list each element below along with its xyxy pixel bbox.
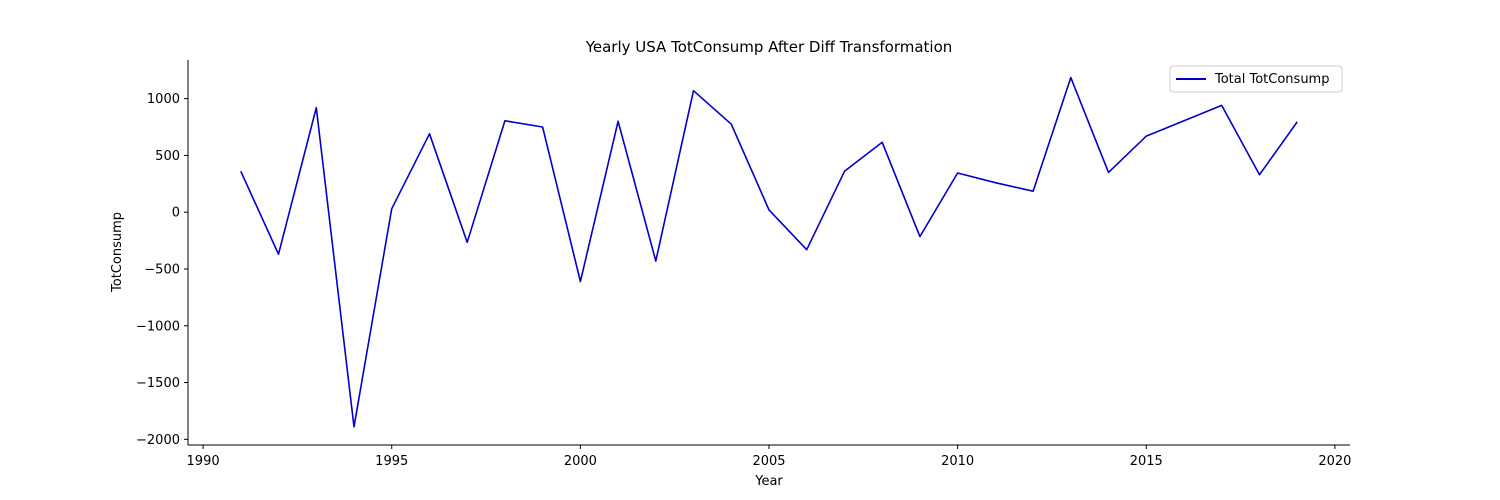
y-tick-label: 0 (172, 206, 180, 221)
x-tick-label: 2000 (564, 454, 597, 469)
y-tick-label: −1500 (136, 376, 180, 391)
legend-box (1169, 65, 1343, 93)
x-axis: 1990 1995 2000 2005 2010 2015 2020 (187, 444, 1351, 469)
y-tick-label: −1000 (136, 319, 180, 334)
legend-label: Total TotConsump (1214, 72, 1329, 87)
y-tick-label: 1000 (147, 92, 180, 107)
x-tick-label: 2020 (1318, 454, 1351, 469)
x-tick-label: 2010 (941, 454, 974, 469)
y-tick-label: −2000 (136, 433, 180, 448)
y-axis-label: TotConsump (110, 212, 125, 293)
y-axis: −2000 −1500 −1000 −500 0 500 1000 (136, 60, 189, 448)
y-tick-label: 500 (155, 149, 180, 164)
legend: Total TotConsump (1169, 65, 1343, 93)
series-line (240, 76, 1298, 428)
y-tick-label: −500 (144, 262, 180, 277)
x-tick-label: 1990 (187, 454, 220, 469)
chart-title: Yearly USA TotConsump After Diff Transfo… (585, 38, 953, 56)
plot-area (240, 76, 1298, 428)
x-tick-label: 2005 (752, 454, 785, 469)
x-axis-label: Year (754, 474, 783, 489)
x-tick-label: 1995 (375, 454, 408, 469)
x-tick-label: 2015 (1130, 454, 1163, 469)
